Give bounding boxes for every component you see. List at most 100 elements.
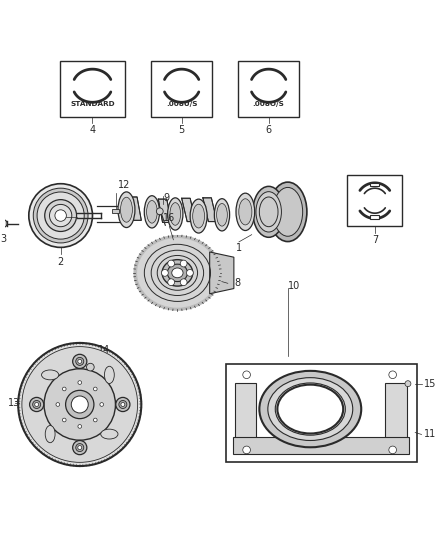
Ellipse shape bbox=[193, 204, 205, 228]
Circle shape bbox=[243, 371, 251, 378]
Text: 4: 4 bbox=[89, 125, 95, 135]
Ellipse shape bbox=[167, 264, 187, 281]
Text: 13: 13 bbox=[8, 398, 21, 408]
Circle shape bbox=[78, 446, 82, 449]
Ellipse shape bbox=[147, 200, 157, 223]
Circle shape bbox=[49, 205, 72, 227]
Bar bbox=[238, 61, 300, 117]
Circle shape bbox=[389, 446, 396, 454]
Text: 1: 1 bbox=[236, 243, 242, 253]
Text: 11: 11 bbox=[424, 430, 436, 440]
Bar bbox=[370, 183, 379, 186]
Bar bbox=[385, 383, 406, 443]
Text: 10: 10 bbox=[288, 280, 300, 290]
Circle shape bbox=[119, 400, 127, 408]
Text: 12: 12 bbox=[118, 180, 131, 190]
Bar bbox=[370, 215, 379, 219]
Circle shape bbox=[78, 425, 81, 429]
Ellipse shape bbox=[170, 203, 180, 225]
Circle shape bbox=[73, 440, 87, 455]
Circle shape bbox=[30, 398, 44, 411]
Ellipse shape bbox=[268, 182, 307, 241]
Circle shape bbox=[56, 402, 60, 406]
Text: 9: 9 bbox=[163, 193, 170, 203]
Polygon shape bbox=[182, 198, 196, 222]
Circle shape bbox=[93, 418, 97, 422]
Ellipse shape bbox=[134, 235, 221, 311]
Bar bbox=[233, 437, 409, 454]
Circle shape bbox=[78, 381, 81, 384]
Text: 8: 8 bbox=[235, 278, 241, 288]
Circle shape bbox=[0, 220, 7, 228]
Bar bbox=[60, 61, 125, 117]
Circle shape bbox=[35, 402, 39, 407]
Circle shape bbox=[187, 270, 193, 276]
Ellipse shape bbox=[45, 425, 55, 443]
Circle shape bbox=[33, 400, 41, 408]
Ellipse shape bbox=[273, 188, 303, 236]
Circle shape bbox=[93, 387, 97, 391]
Circle shape bbox=[76, 358, 84, 366]
Circle shape bbox=[162, 270, 168, 276]
Circle shape bbox=[71, 396, 88, 413]
Text: 14: 14 bbox=[98, 345, 110, 355]
Ellipse shape bbox=[101, 429, 118, 439]
Ellipse shape bbox=[236, 193, 254, 230]
Ellipse shape bbox=[168, 198, 183, 230]
Ellipse shape bbox=[277, 385, 343, 433]
Circle shape bbox=[22, 346, 138, 462]
Circle shape bbox=[62, 418, 66, 422]
Text: 15: 15 bbox=[424, 378, 436, 389]
Ellipse shape bbox=[190, 199, 207, 233]
Ellipse shape bbox=[172, 268, 183, 278]
Ellipse shape bbox=[253, 187, 285, 237]
Text: 16: 16 bbox=[163, 213, 176, 223]
Text: 2: 2 bbox=[57, 257, 64, 266]
Ellipse shape bbox=[42, 370, 59, 380]
Text: .008U/S: .008U/S bbox=[166, 101, 198, 107]
Ellipse shape bbox=[256, 192, 282, 232]
Circle shape bbox=[33, 188, 88, 243]
Text: 5: 5 bbox=[179, 125, 185, 135]
Polygon shape bbox=[129, 197, 141, 220]
Circle shape bbox=[45, 200, 77, 231]
Text: 6: 6 bbox=[265, 125, 272, 135]
Ellipse shape bbox=[118, 192, 135, 228]
Text: STANDARD: STANDARD bbox=[70, 101, 115, 107]
Ellipse shape bbox=[259, 371, 361, 447]
Circle shape bbox=[73, 354, 87, 368]
Ellipse shape bbox=[104, 366, 114, 384]
Circle shape bbox=[62, 387, 66, 391]
Circle shape bbox=[87, 364, 94, 371]
Ellipse shape bbox=[137, 238, 218, 308]
Bar bbox=[347, 175, 403, 226]
Circle shape bbox=[156, 208, 163, 215]
Text: .008O/S: .008O/S bbox=[253, 101, 285, 107]
Circle shape bbox=[78, 359, 82, 364]
Ellipse shape bbox=[120, 197, 132, 222]
Circle shape bbox=[168, 279, 175, 286]
Ellipse shape bbox=[214, 199, 230, 231]
Bar bbox=[226, 364, 417, 462]
Bar bbox=[151, 61, 212, 117]
Bar bbox=[112, 209, 119, 213]
Circle shape bbox=[116, 398, 130, 411]
Circle shape bbox=[44, 369, 116, 440]
Ellipse shape bbox=[239, 199, 252, 225]
Circle shape bbox=[55, 210, 67, 221]
Circle shape bbox=[180, 260, 187, 267]
Text: 7: 7 bbox=[372, 235, 378, 245]
Text: 3: 3 bbox=[0, 234, 7, 244]
Ellipse shape bbox=[217, 204, 227, 226]
Circle shape bbox=[37, 192, 84, 239]
Polygon shape bbox=[210, 252, 234, 294]
Circle shape bbox=[180, 279, 187, 286]
Circle shape bbox=[76, 443, 84, 451]
Circle shape bbox=[18, 343, 141, 466]
Circle shape bbox=[66, 390, 94, 418]
Ellipse shape bbox=[144, 196, 159, 228]
Circle shape bbox=[243, 446, 251, 454]
Circle shape bbox=[405, 381, 411, 386]
Circle shape bbox=[168, 260, 175, 267]
Ellipse shape bbox=[268, 378, 353, 440]
